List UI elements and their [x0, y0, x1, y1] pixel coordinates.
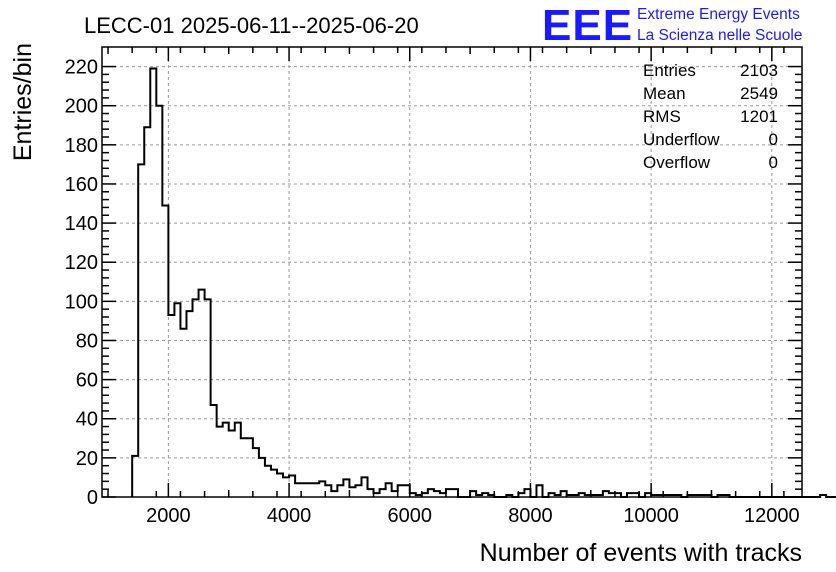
x-tick-label: 6000: [388, 505, 433, 527]
plot-frame: [101, 46, 803, 498]
stat-value: 0: [769, 130, 778, 149]
x-tick-label: 12000: [744, 505, 800, 527]
y-tick-label: 20: [76, 448, 98, 470]
y-axis-title: Entries/bin: [9, 43, 37, 161]
stat-label: RMS: [643, 107, 681, 126]
x-tick-label: 2000: [146, 505, 191, 527]
stat-value: 2549: [740, 84, 778, 103]
y-tick-label: 60: [76, 370, 98, 392]
chart-title: LECC-01 2025-06-11--2025-06-20: [84, 13, 419, 38]
stat-value: 1201: [740, 107, 778, 126]
x-tick-label: 4000: [267, 505, 312, 527]
histogram-outline: [131, 67, 836, 498]
y-tick-label: 220: [65, 57, 98, 79]
y-tick-labels: 0 20 40 60 80 100 120 140 160 180 200 220: [65, 57, 98, 509]
stat-value: 0: [769, 153, 778, 172]
y-tick-label: 160: [65, 174, 98, 196]
x-tick-label: 8000: [508, 505, 553, 527]
statistics-box: Entries 2103 Mean 2549 RMS 1201 Underflow 0 Over…: [643, 61, 778, 172]
stat-value: 2103: [740, 61, 778, 80]
stat-label: Underflow: [643, 130, 720, 149]
stat-label: Entries: [643, 61, 696, 80]
y-tick-label: 40: [76, 409, 98, 431]
logo-letters: EEE: [542, 1, 633, 50]
stat-label: Mean: [643, 84, 686, 103]
x-axis-title: Number of events with tracks: [480, 539, 802, 567]
grid-lines: [102, 47, 802, 497]
axis-ticks: [102, 47, 802, 498]
y-tick-label: 120: [65, 252, 98, 274]
y-tick-label: 180: [65, 135, 98, 157]
logo-line-1: Extreme Energy Events: [637, 6, 800, 23]
y-tick-label: 80: [76, 330, 98, 352]
stat-label: Overflow: [643, 153, 711, 172]
eee-logo: EEE Extreme Energy Events La Scienza nel…: [542, 1, 802, 50]
y-tick-label: 100: [65, 291, 98, 313]
x-tick-labels: 2000 4000 6000 8000 10000 12000: [146, 505, 800, 527]
logo-line-2: La Scienza nelle Scuole: [637, 27, 802, 44]
y-tick-label: 200: [65, 96, 98, 118]
y-tick-label: 140: [65, 213, 98, 235]
x-tick-label: 10000: [623, 505, 679, 527]
y-tick-label: 0: [87, 487, 98, 509]
